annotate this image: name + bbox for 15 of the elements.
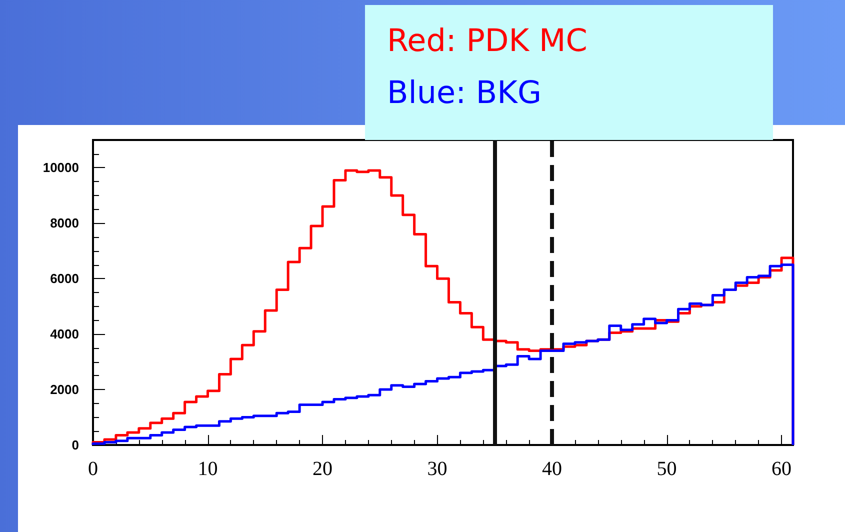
y-tick-label: 6000 [50, 271, 79, 286]
x-tick-label: 0 [88, 458, 98, 480]
y-tick-label: 10000 [42, 160, 79, 176]
x-tick-label: 20 [312, 458, 333, 480]
text: Blue: BKG [387, 74, 543, 113]
y-tick-label: 8000 [50, 216, 79, 231]
y-tick-label: 2000 [50, 382, 79, 398]
x-tick-label: 10 [198, 458, 218, 480]
x-tick-label: 50 [656, 458, 677, 480]
y-tick-label: 4000 [50, 326, 79, 342]
x-tick-label: 60 [772, 458, 792, 480]
text: Red: PDK MC [387, 22, 588, 61]
x-tick-label: 30 [427, 458, 448, 480]
y-tick-label: 0 [72, 438, 79, 452]
x-tick-label: 40 [542, 458, 562, 480]
